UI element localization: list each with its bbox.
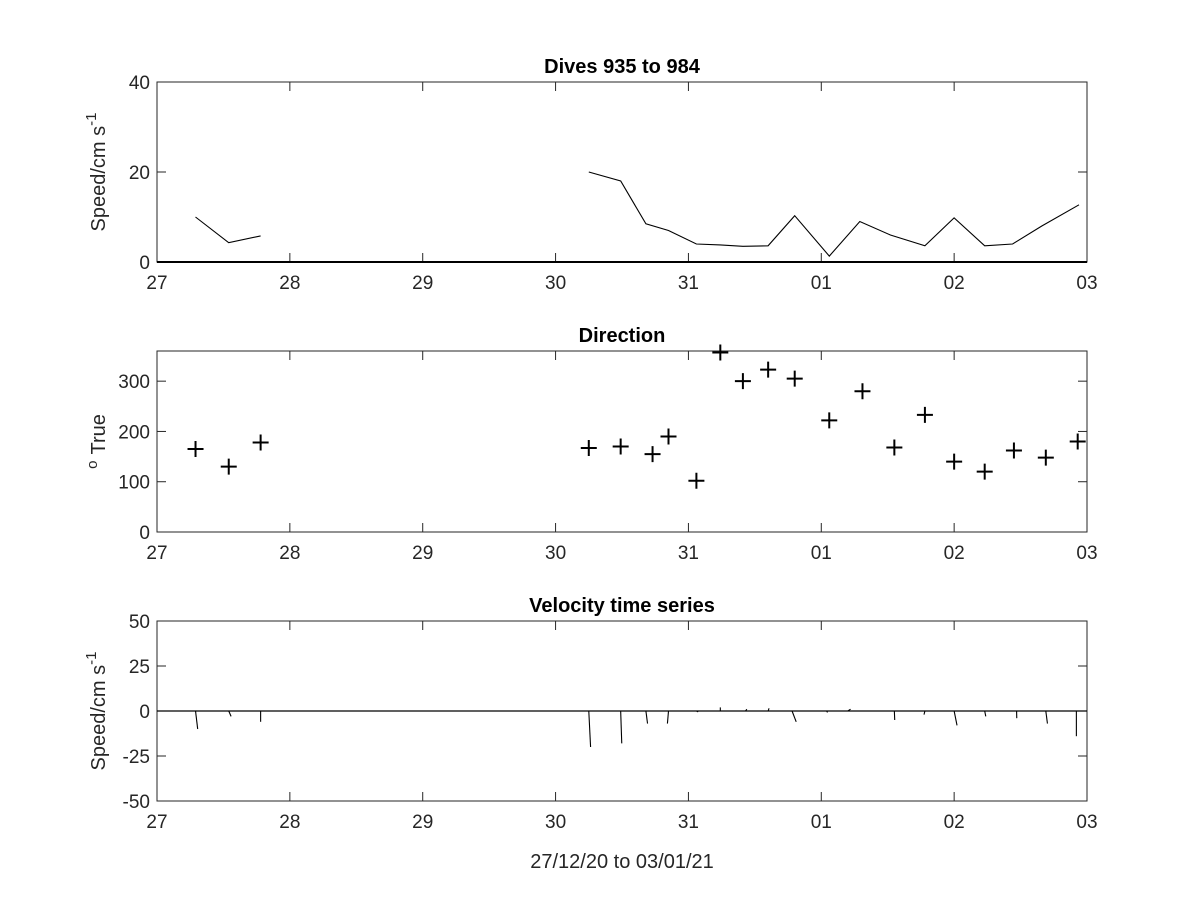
y-tick-label: 20 xyxy=(129,163,150,184)
x-tick-label: 27 xyxy=(146,812,167,833)
y-tick-label: 0 xyxy=(139,702,150,723)
velocity-stick xyxy=(194,710,199,730)
direction-marker xyxy=(854,383,871,400)
y-axis-label-sup: -1 xyxy=(83,113,100,126)
velocity-stick xyxy=(588,710,592,748)
x-tick-label: 28 xyxy=(279,543,300,564)
direction-panel: Direction 27 28 29 30 31 01 02 03 0 100 200 300 o True xyxy=(84,325,1098,564)
x-tick-label: 28 xyxy=(279,273,300,294)
y-tick-label: 40 xyxy=(129,73,150,94)
speed-series-line xyxy=(588,171,1080,257)
velocity-stick xyxy=(826,710,828,713)
x-tick-label: 01 xyxy=(811,543,832,564)
panel-title: Velocity time series xyxy=(529,595,715,617)
direction-marker xyxy=(688,472,705,489)
direction-marker xyxy=(886,439,903,456)
y-tick-label: -25 xyxy=(123,747,150,768)
y-axis-label-sup: o xyxy=(84,461,101,469)
panel-title: Dives 935 to 984 xyxy=(544,56,701,78)
x-tick-label: 31 xyxy=(678,543,699,564)
direction-marker xyxy=(187,441,204,458)
direction-marker xyxy=(712,344,729,361)
direction-marker xyxy=(644,446,661,463)
velocity-stick xyxy=(620,710,623,744)
x-tick-label: 30 xyxy=(545,543,566,564)
y-tick-label: 25 xyxy=(129,657,150,678)
direction-marker xyxy=(760,361,777,378)
y-tick-label: 0 xyxy=(139,523,150,544)
y-axis-label-text: Speed/cm s xyxy=(88,665,110,771)
direction-marker xyxy=(821,412,838,429)
y-axis-label: Speed/cm s-1 xyxy=(83,113,110,232)
direction-marker xyxy=(580,440,597,457)
axes-box xyxy=(156,350,1088,533)
x-tick-label: 30 xyxy=(545,812,566,833)
y-axis-label: o True xyxy=(84,414,110,469)
x-tick-label: 01 xyxy=(811,812,832,833)
x-tick-label: 31 xyxy=(678,812,699,833)
direction-marker xyxy=(1069,433,1086,450)
x-tick-label: 03 xyxy=(1076,812,1097,833)
velocity-panel: Velocity time series 27 28 29 30 31 01 02 03 50 25… xyxy=(83,595,1098,873)
direction-marker xyxy=(916,406,933,423)
direction-marker xyxy=(786,370,803,387)
x-tick-label: 29 xyxy=(412,543,433,564)
velocity-stick xyxy=(791,710,797,722)
y-tick-label: -50 xyxy=(123,792,150,813)
velocity-stick xyxy=(767,708,770,712)
speed-series-line xyxy=(195,216,261,244)
panel-title: Direction xyxy=(579,325,666,347)
direction-marker xyxy=(1005,442,1022,459)
velocity-stick xyxy=(645,710,649,724)
velocity-stick xyxy=(847,708,851,712)
direction-marker xyxy=(660,428,677,445)
axes-box xyxy=(156,81,1088,263)
x-tick-label: 29 xyxy=(412,273,433,294)
x-tick-label: 29 xyxy=(412,812,433,833)
velocity-stick xyxy=(228,710,232,717)
velocity-stick xyxy=(1045,710,1048,724)
y-tick-label: 300 xyxy=(118,372,150,393)
y-axis-label: Speed/cm s-1 xyxy=(83,652,110,771)
direction-marker xyxy=(220,458,237,475)
x-tick-label: 02 xyxy=(944,812,965,833)
velocity-stick xyxy=(984,710,987,717)
x-tick-label: 28 xyxy=(279,812,300,833)
x-tick-label: 01 xyxy=(811,273,832,294)
y-axis-label-sup: -1 xyxy=(83,652,100,665)
direction-marker xyxy=(252,434,269,451)
direction-marker xyxy=(734,373,751,390)
y-tick-label: 0 xyxy=(139,253,150,274)
velocity-stick xyxy=(745,708,748,712)
velocity-stick xyxy=(666,710,670,724)
y-axis-label-text: True xyxy=(88,414,110,454)
y-tick-label: 50 xyxy=(129,612,150,633)
y-tick-label: 200 xyxy=(118,422,150,443)
x-tick-label: 27 xyxy=(146,543,167,564)
velocity-stick xyxy=(696,710,699,713)
velocity-stick xyxy=(923,710,926,715)
x-tick-label: 27 xyxy=(146,273,167,294)
velocity-stick xyxy=(953,710,958,726)
x-tick-label: 31 xyxy=(678,273,699,294)
y-tick-label: 100 xyxy=(118,473,150,494)
direction-marker xyxy=(946,453,963,470)
x-tick-label: 30 xyxy=(545,273,566,294)
x-tick-label: 03 xyxy=(1076,273,1097,294)
x-tick-label: 02 xyxy=(944,273,965,294)
x-tick-label: 03 xyxy=(1076,543,1097,564)
x-axis-label: 27/12/20 to 03/01/21 xyxy=(530,851,714,873)
direction-marker xyxy=(976,463,993,480)
x-tick-label: 02 xyxy=(944,543,965,564)
direction-marker xyxy=(612,438,629,455)
direction-marker xyxy=(1037,449,1054,466)
y-axis-label-text: Speed/cm s xyxy=(88,126,110,232)
speed-panel: Dives 935 to 984 27 28 29 30 31 01 02 03 0 20 40 Spe… xyxy=(83,56,1098,294)
